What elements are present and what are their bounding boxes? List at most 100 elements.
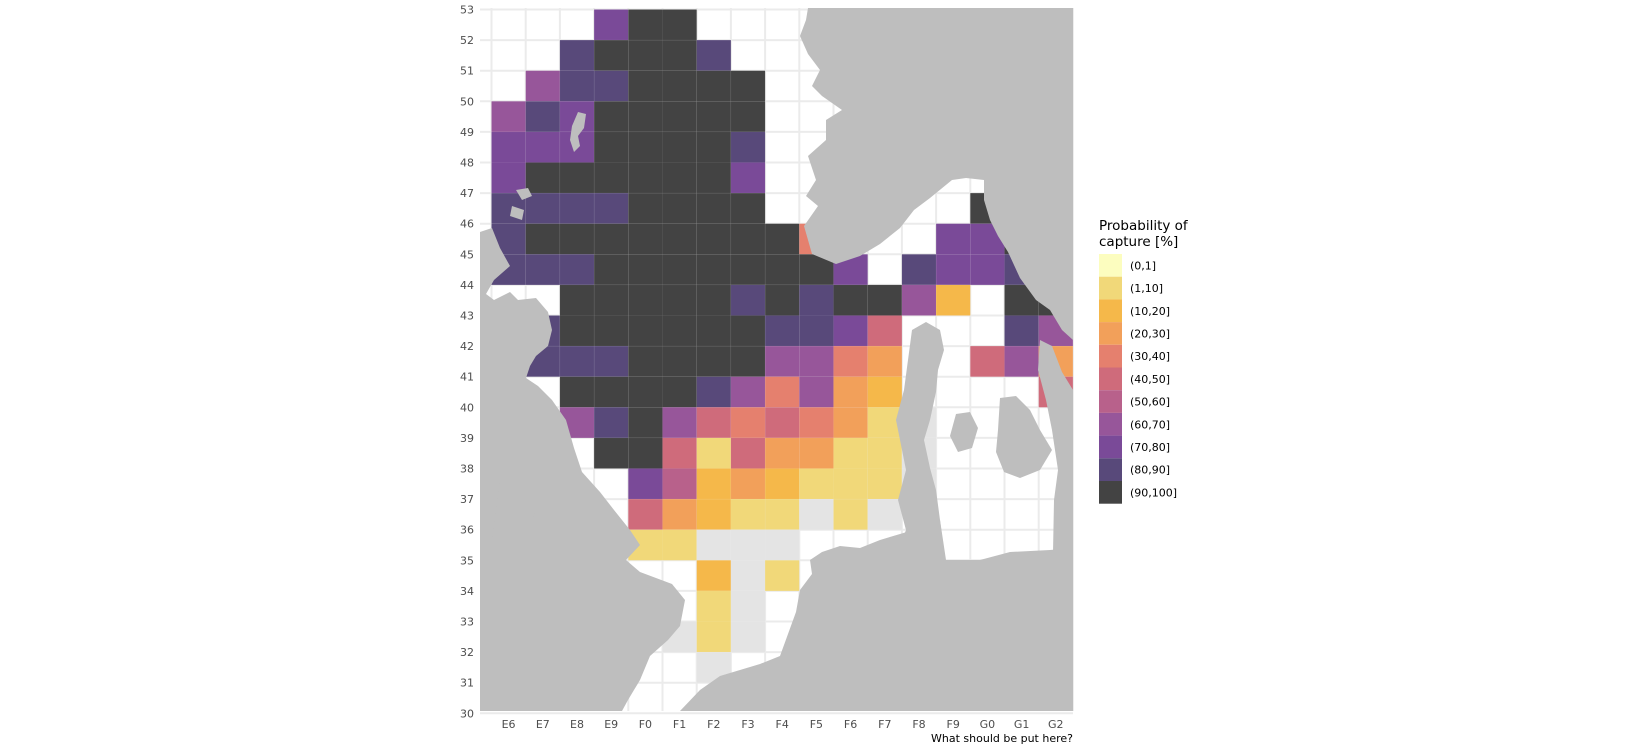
cell-F2-51 (696, 39, 732, 71)
cell-E9-52 (593, 9, 629, 41)
cell-F4-40 (764, 376, 800, 408)
cell-F2-38 (696, 437, 732, 469)
y-tick-label: 43 (460, 310, 474, 323)
cell-F1-42 (662, 315, 697, 347)
y-tick-label: 49 (460, 126, 474, 139)
cell-F3-36 (730, 498, 766, 530)
cell-F3-44 (730, 254, 766, 286)
great-britain-land (480, 228, 685, 711)
cell-F1-45 (662, 223, 697, 255)
y-tick-label: 48 (460, 157, 474, 170)
y-axis-ticks: 30 31 32 33 34 35 36 37 38 39 40 41 42 43 44 45 46 47 48 49… (460, 4, 474, 721)
cell-F4-37 (764, 468, 800, 500)
cell-F6-38 (833, 437, 868, 469)
cell-E7-45 (525, 223, 561, 255)
cell-F6-40 (833, 376, 868, 408)
cell-F0-37 (628, 468, 663, 500)
y-tick-label: 32 (460, 646, 474, 659)
cell-F1-37 (662, 468, 697, 500)
cell-E7-46 (525, 192, 561, 224)
y-tick-label: 50 (460, 95, 474, 108)
x-tick-label: G1 (1014, 718, 1030, 731)
denmark-land (894, 322, 945, 578)
cell-F2-43 (696, 284, 732, 316)
cell-E7-47 (525, 162, 561, 194)
cell-F1-44 (662, 254, 697, 286)
cell-F0-51 (628, 39, 663, 71)
cell-F4-36 (764, 498, 800, 530)
y-tick-label: 36 (460, 524, 474, 537)
cell-F7-36 (867, 498, 903, 530)
cell-E6-48 (491, 131, 526, 163)
legend-label: (90,100] (1130, 486, 1177, 499)
y-tick-label: 33 (460, 616, 474, 629)
cell-E9-41 (593, 345, 629, 377)
cell-F0-44 (628, 254, 663, 286)
legend-key (1099, 322, 1122, 345)
y-tick-label: 41 (460, 371, 474, 384)
cell-F0-42 (628, 315, 663, 347)
cell-F5-40 (799, 376, 834, 408)
cell-F8-44 (901, 254, 937, 286)
cell-E9-45 (593, 223, 629, 255)
cell-F2-42 (696, 315, 732, 347)
cell-E8-44 (559, 254, 595, 286)
cell-F0-38 (628, 437, 663, 469)
cell-F0-43 (628, 284, 663, 316)
shetland-land (570, 112, 586, 152)
cell-F0-48 (628, 131, 663, 163)
cell-F3-40 (730, 376, 766, 408)
cell-F7-43 (867, 284, 903, 316)
cell-F4-45 (764, 223, 800, 255)
cell-F0-41 (628, 345, 663, 377)
x-tick-label: F2 (707, 718, 720, 731)
cell-F1-35 (662, 529, 697, 561)
cell-E9-50 (593, 70, 629, 102)
cell-F3-35 (730, 529, 766, 561)
legend-label: (20,30] (1130, 327, 1170, 340)
y-tick-label: 46 (460, 218, 474, 231)
x-tick-label: F4 (776, 718, 789, 731)
cell-F7-41 (867, 345, 903, 377)
y-tick-label: 34 (460, 585, 474, 598)
x-tick-label: F9 (947, 718, 960, 731)
cell-F1-49 (662, 101, 697, 133)
cell-F1-48 (662, 131, 697, 163)
cell-F2-41 (696, 345, 732, 377)
x-tick-label: E6 (502, 718, 516, 731)
cell-F0-40 (628, 376, 663, 408)
cell-F2-49 (696, 101, 732, 133)
cell-F5-42 (799, 315, 834, 347)
cell-F2-35 (696, 529, 732, 561)
y-tick-label: 51 (460, 65, 474, 78)
x-tick-label: F1 (673, 718, 686, 731)
cell-E8-42 (559, 315, 595, 347)
cell-F1-47 (662, 162, 697, 194)
cell-F7-40 (867, 376, 903, 408)
cell-F7-38 (867, 437, 903, 469)
cell-E9-47 (593, 162, 629, 194)
legend-key (1099, 390, 1122, 413)
cell-F1-38 (662, 437, 697, 469)
legend-key (1099, 276, 1122, 300)
x-axis-title: What should be put here? (931, 732, 1073, 745)
legend-label: (0,1] (1130, 259, 1156, 272)
cell-G0-44 (970, 254, 1005, 286)
x-tick-label: F8 (912, 718, 925, 731)
cell-F3-39 (730, 407, 766, 439)
x-tick-label: F7 (878, 718, 891, 731)
cell-G0-41 (970, 345, 1005, 377)
cell-F3-48 (730, 131, 766, 163)
cell-F5-39 (799, 407, 834, 439)
cell-F2-32 (696, 621, 732, 653)
cell-F2-45 (696, 223, 732, 255)
cell-F1-50 (662, 70, 697, 102)
norway-land (800, 8, 1073, 340)
cell-F1-46 (662, 192, 697, 224)
legend-key (1099, 344, 1122, 368)
cell-F3-33 (730, 590, 766, 622)
x-tick-label: E8 (570, 718, 584, 731)
cell-E9-44 (593, 254, 629, 286)
legend-label: (40,50] (1130, 373, 1170, 386)
legend-title: capture [%] (1099, 234, 1178, 250)
